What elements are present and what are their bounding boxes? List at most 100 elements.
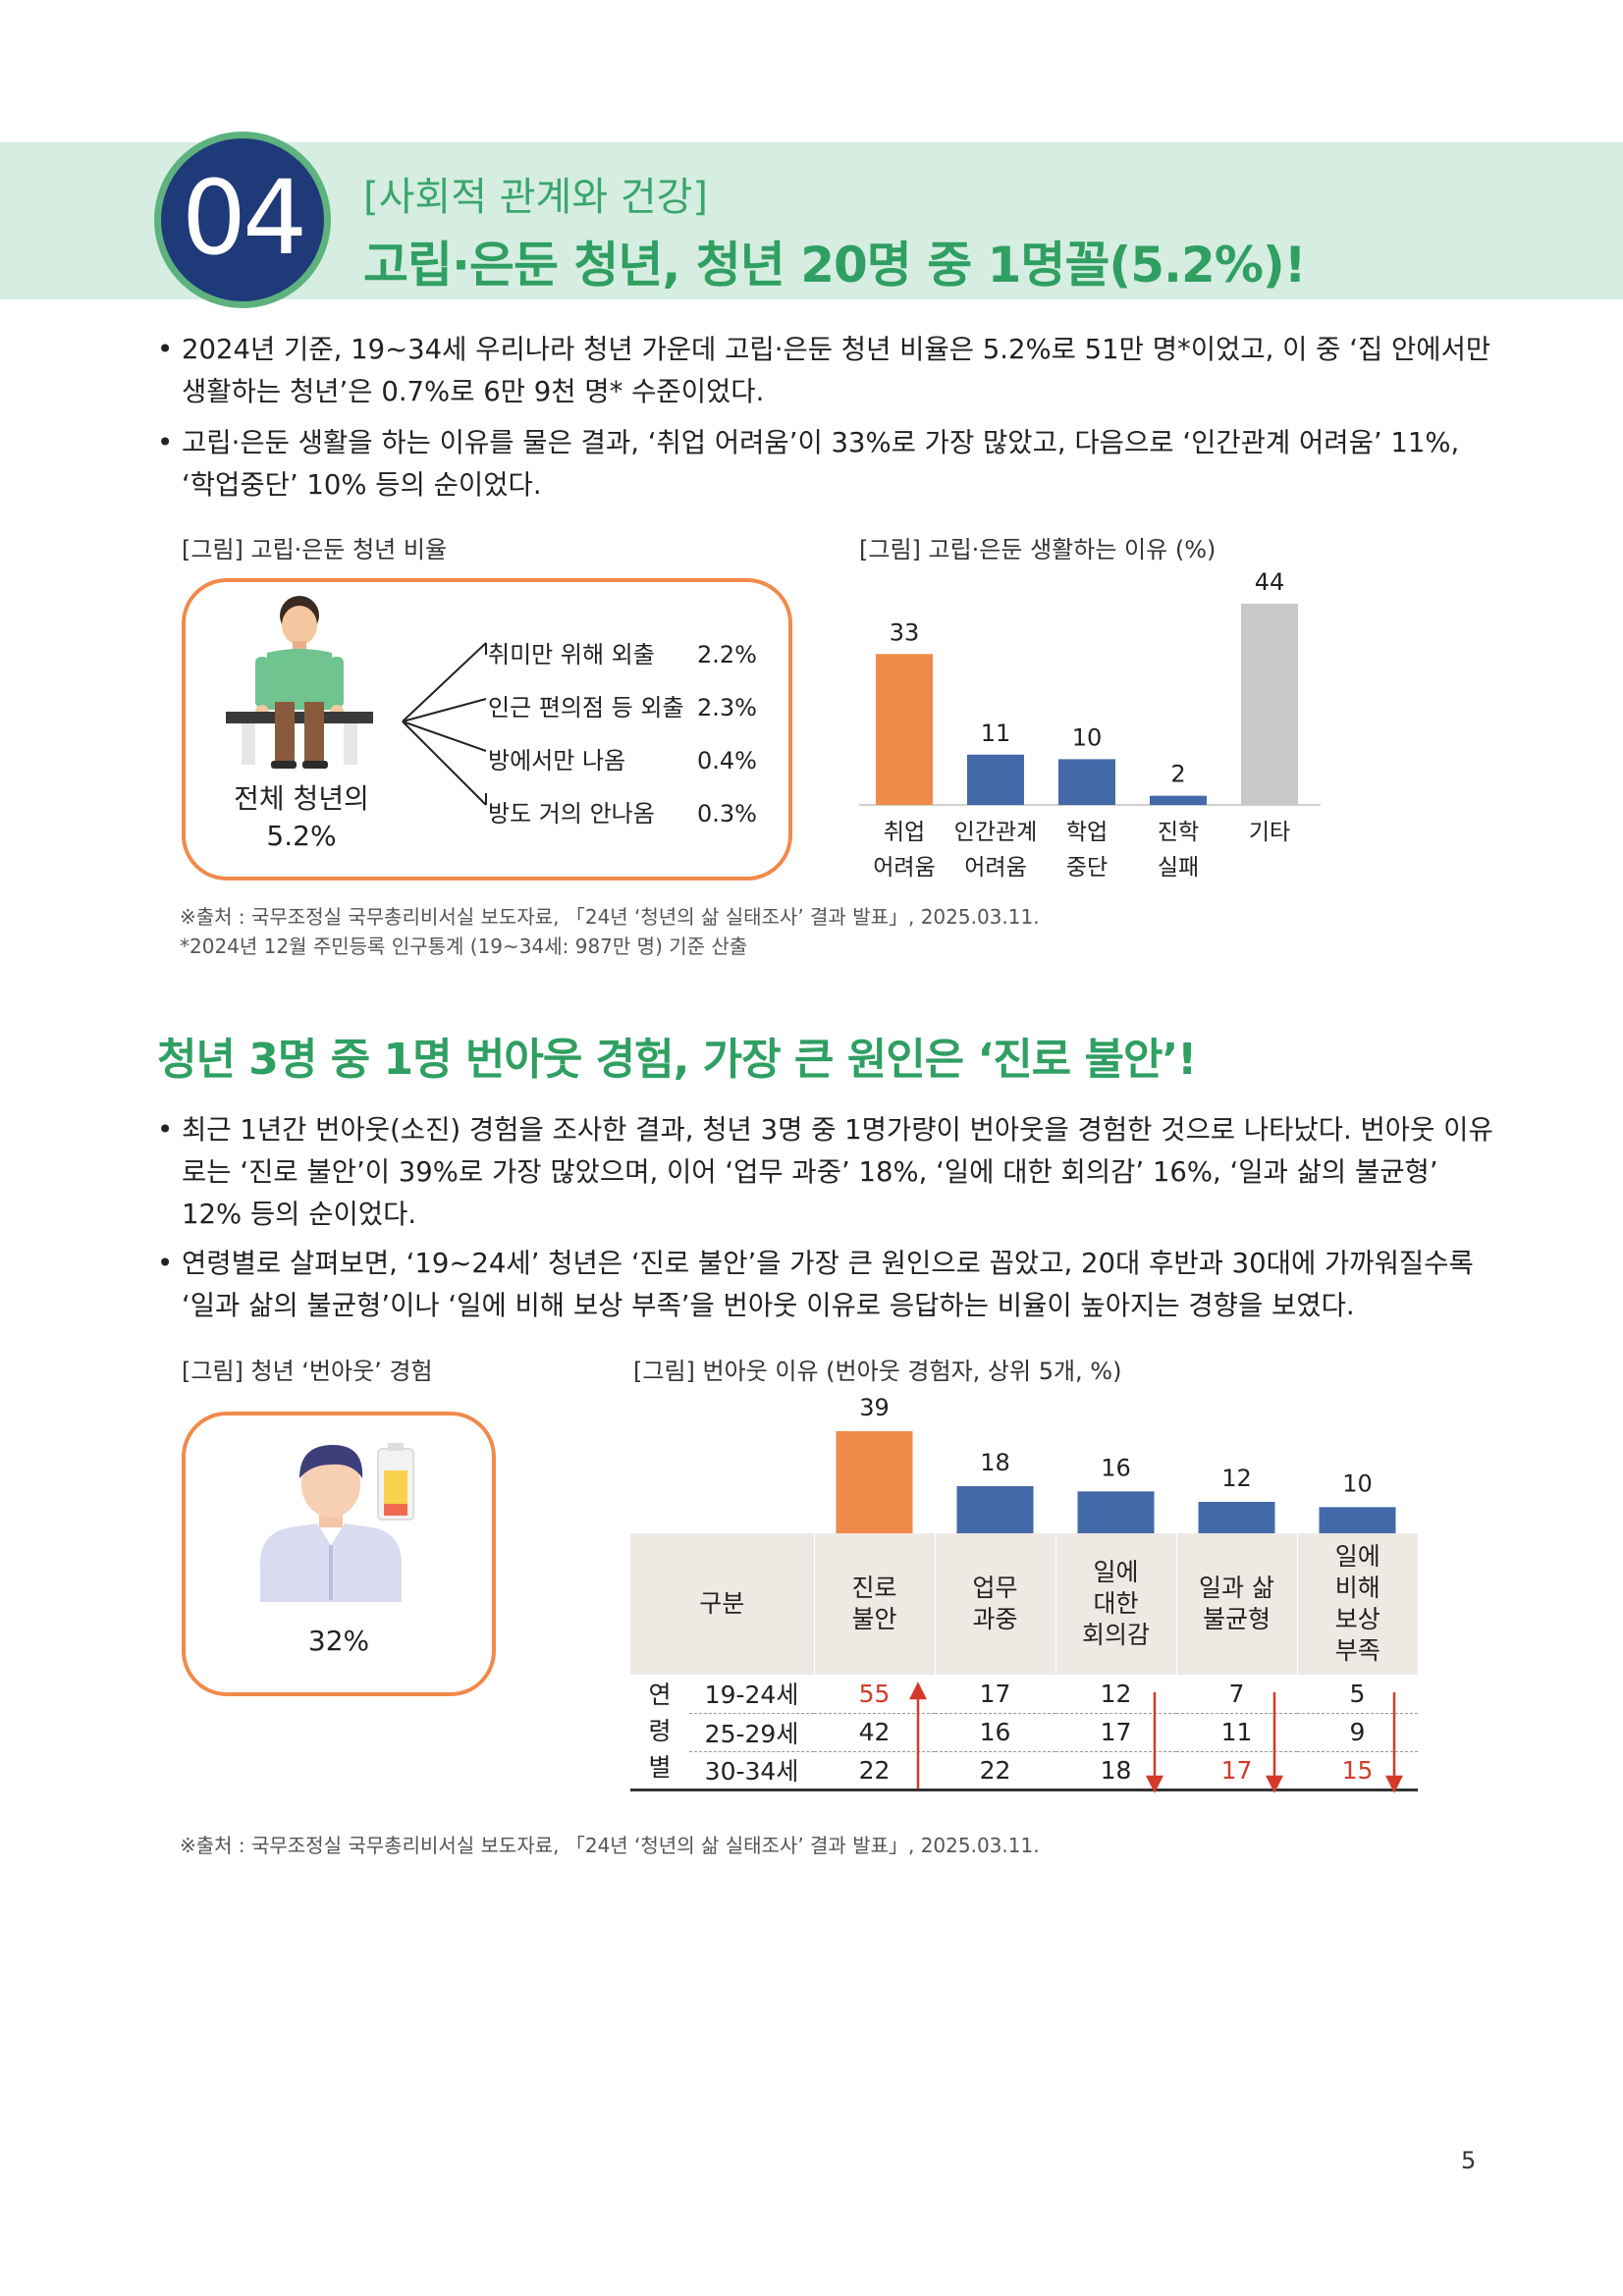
category-label: 기타 [1249, 820, 1290, 845]
section-category: [사회적 관계와 건강] [363, 175, 709, 220]
total-youth-label: 전체 청년의 5.2% [214, 780, 389, 855]
value-cell: 17 [935, 1675, 1055, 1714]
breakdown-value: 0.4% [697, 747, 757, 774]
value-cell: 9 [1297, 1713, 1418, 1752]
breakdown-label: 방에서만 나옴 [488, 747, 626, 774]
bullet-text: 2024년 기준, 19~34세 우리나라 청년 가운데 고립·은둔 청년 비율… [182, 334, 1491, 407]
category-label: 어려움 [873, 855, 935, 881]
chart-bar [967, 754, 1024, 805]
bar-value-label: 18 [980, 1449, 1010, 1476]
section-number-badge [154, 132, 331, 308]
value-cell: 7 [1176, 1675, 1297, 1714]
value-cell: 22 [935, 1751, 1055, 1791]
table-header-cell: 진로 불안 [813, 1533, 935, 1675]
bar-value-label: 2 [1170, 761, 1185, 788]
branch-lines [402, 642, 487, 806]
tired-person-icon [260, 1443, 414, 1602]
bar-value-label: 39 [859, 1394, 890, 1421]
table-row: 30-34세 22 22 18 17 15 [630, 1751, 1418, 1791]
value-cell: 17 [1055, 1713, 1176, 1752]
table-row: 25-29세 42 16 17 11 9 [630, 1713, 1418, 1752]
value-cell: 11 [1176, 1713, 1297, 1752]
chart-bar [1150, 795, 1207, 805]
table-header-cell: 일과 삶 불균형 [1175, 1533, 1297, 1675]
chart-bar [836, 1431, 913, 1533]
table-header-row: 구분 진로 불안 업무 과중 일에 대한 회의감 일과 삶 불균형 일에 비해 … [630, 1533, 1418, 1675]
value-cell: 22 [814, 1751, 935, 1791]
bar-value-label: 11 [981, 720, 1011, 747]
chart-bar [1319, 1507, 1396, 1533]
age-cell: 30-34세 [689, 1751, 814, 1791]
bar-value-label: 44 [1255, 568, 1285, 596]
bar-value-label: 12 [1221, 1465, 1252, 1492]
arrow-down-head [1265, 1775, 1284, 1793]
isolation-breakdown-list: 취미만 위해 외출 2.2% 인근 편의점 등 외출 2.3% 방에서만 나옴 … [488, 628, 783, 840]
burnout-by-age-table: 구분 진로 불안 업무 과중 일에 대한 회의감 일과 삶 불균형 일에 비해 … [630, 1533, 1418, 1791]
figure-caption: [그림] 고립·은둔 청년 비율 [182, 536, 448, 563]
bullet-text: 고립·은둔 생활을 하는 이유를 물은 결과, ‘취업 어려움’이 33%로 가… [182, 427, 1460, 501]
bar-value-label: 10 [1342, 1469, 1373, 1497]
footnote: *2024년 12월 주민등록 인구통계 (19~34세: 987만 명) 기준… [180, 934, 748, 958]
bullet-text: 연령별로 살펴보면, ‘19~24세’ 청년은 ‘진로 불안’을 가장 큰 원인… [182, 1248, 1474, 1321]
bar-value-label: 10 [1072, 723, 1103, 751]
value-cell: 16 [935, 1713, 1055, 1752]
source-note: ※출처 : 국무조정실 국무총리비서실 보도자료, 「24년 ‘청년의 삶 실태… [180, 905, 1040, 929]
section-number: 04 [181, 158, 307, 278]
category-label: 취업 [884, 820, 925, 845]
breakdown-value: 0.3% [697, 800, 757, 828]
page-number: 5 [1461, 2147, 1477, 2174]
figure-caption: [그림] 번아웃 이유 (번아웃 경험자, 상위 5개, %) [633, 1358, 1122, 1385]
breakdown-value: 2.2% [697, 641, 757, 668]
breakdown-item: 인근 편의점 등 외출 2.3% [488, 681, 783, 734]
breakdown-label: 인근 편의점 등 외출 [488, 694, 684, 721]
total-youth-label-line1: 전체 청년의 [234, 782, 369, 815]
breakdown-label: 방도 거의 안나옴 [488, 800, 655, 828]
breakdown-item: 취미만 위해 외출 2.2% [488, 628, 783, 681]
burnout-reasons-chart: 39 18 16 12 10 [836, 1394, 1396, 1533]
bar-value-label: 33 [890, 618, 920, 646]
source-note: ※출처 : 국무조정실 국무총리비서실 보도자료, 「24년 ‘청년의 삶 실태… [180, 1834, 1040, 1857]
arrow-down-head [1384, 1775, 1404, 1793]
category-label: 어려움 [964, 855, 1026, 881]
age-cell: 19-24세 [689, 1675, 814, 1714]
breakdown-value: 2.3% [697, 694, 757, 721]
table-header-cell: 업무 과중 [934, 1533, 1055, 1675]
bullet-dot: • [157, 1114, 174, 1146]
bullet-text: 최근 1년간 번아웃(소진) 경험을 조사한 결과, 청년 3명 중 1명가량이… [182, 1114, 1493, 1230]
value-cell: 55 [814, 1675, 935, 1714]
subsection-title: 청년 3명 중 1명 번아웃 경험, 가장 큰 원인은 ‘진로 불안’! [157, 1035, 1197, 1085]
chart-bar [956, 1486, 1034, 1533]
chart-bar [1198, 1502, 1275, 1533]
breakdown-item: 방에서만 나옴 0.4% [488, 734, 783, 787]
chart-bar [876, 654, 933, 805]
value-cell: 5 [1297, 1675, 1418, 1714]
category-label: 학업 [1066, 820, 1108, 845]
chart-bar [1058, 759, 1115, 805]
table-header-cell: 일에 대한 회의감 [1055, 1533, 1176, 1675]
arrow-up-head [908, 1682, 928, 1700]
bullet-dot: • [157, 1248, 174, 1279]
sitting-person-icon [226, 596, 373, 769]
value-cell: 42 [814, 1713, 935, 1752]
section-title: 고립·은둔 청년, 청년 20명 중 1명꼴(5.2%)! [363, 237, 1307, 294]
figure-caption: [그림] 청년 ‘번아웃’ 경험 [182, 1358, 433, 1385]
bar-value-label: 16 [1101, 1454, 1131, 1481]
breakdown-item: 방도 거의 안나옴 0.3% [488, 787, 783, 840]
bullet-dot: • [157, 427, 174, 458]
table-header-category: 구분 [630, 1533, 814, 1675]
value-cell: 12 [1055, 1675, 1176, 1714]
table-row: 연 령 별 19-24세 55 17 12 7 5 [630, 1675, 1418, 1791]
age-group-label: 연 령 별 [630, 1675, 689, 1791]
chart-bar [1241, 604, 1298, 805]
trend-arrows [908, 1682, 1404, 1793]
age-cell: 25-29세 [689, 1713, 814, 1752]
value-cell: 17 [1176, 1751, 1297, 1791]
category-label: 인간관계 [954, 820, 1038, 845]
total-youth-percentage: 5.2% [266, 820, 337, 852]
breakdown-label: 취미만 위해 외출 [488, 641, 655, 668]
arrow-down-head [1145, 1775, 1164, 1793]
bullet-dot: • [157, 334, 174, 365]
table-header-cell: 일에 비해 보상 부족 [1296, 1533, 1418, 1675]
category-label: 진학 [1158, 820, 1199, 845]
